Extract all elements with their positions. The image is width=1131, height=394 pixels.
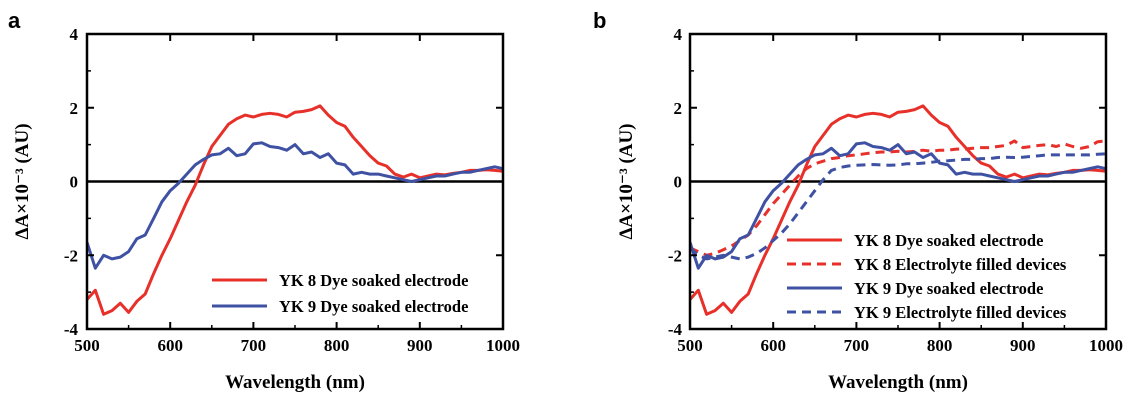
x-tick-label: 800 — [927, 336, 953, 355]
legend: YK 8 Dye soaked electrode YK 9 Dye soaked… — [212, 271, 468, 316]
x-tick-label: 700 — [241, 336, 267, 355]
y-tick-label: 4 — [70, 25, 79, 44]
legend: YK 8 Dye soaked electrode YK 8 Electrolyt… — [787, 231, 1067, 322]
series-group — [87, 104, 503, 316]
y-tick-label: -4 — [64, 320, 79, 339]
series-group — [690, 104, 1106, 316]
x-axis-title: Wavelength (nm) — [828, 372, 968, 393]
series-line-4 — [690, 152, 1106, 261]
x-axis-title: Wavelength (nm) — [225, 372, 365, 393]
y-tick-label: 4 — [674, 25, 683, 44]
legend-entry-2: YK 8 Electrolyte filled devices — [854, 255, 1067, 274]
y-axis-title: ΔA×10⁻³ (AU) — [616, 123, 637, 239]
x-tick-label: 600 — [760, 336, 786, 355]
legend-entry-3: YK 9 Dye soaked electrode — [854, 279, 1043, 298]
legend-entry-1: YK 8 Dye soaked electrode — [854, 231, 1043, 250]
series-line-1 — [87, 104, 503, 316]
panel-label: a — [8, 8, 21, 33]
x-tick-label: 500 — [74, 336, 100, 355]
legend-entry-4: YK 9 Electrolyte filled devices — [854, 303, 1067, 322]
x-tick-label: 500 — [677, 336, 703, 355]
y-axis-title: ΔA×10⁻³ (AU) — [12, 123, 33, 239]
y-tick-label: 0 — [70, 173, 79, 192]
series-line-2 — [690, 139, 1106, 257]
x-tick-label: 800 — [324, 336, 350, 355]
x-tick-label: 1000 — [486, 336, 520, 355]
y-tick-label: 0 — [674, 173, 683, 192]
chart-panel-b: b 500 600 700 800 900 1000 -4 -2 0 2 4 Wavelength (n… — [593, 8, 1123, 393]
x-tick-label: 700 — [844, 336, 870, 355]
y-tick-label: 2 — [674, 99, 683, 118]
legend-entry-1: YK 8 Dye soaked electrode — [279, 271, 468, 290]
series-line-2 — [87, 141, 503, 270]
y-tick-label: 2 — [70, 99, 79, 118]
panel-label: b — [593, 8, 606, 33]
y-tick-label: -4 — [668, 320, 683, 339]
x-tick-label: 900 — [1010, 336, 1036, 355]
x-tick-label: 900 — [407, 336, 433, 355]
chart-panel-a: a 500 600 700 800 900 1000 -4 -2 0 2 4 Wavelength (n… — [8, 8, 520, 393]
x-tick-label: 1000 — [1089, 336, 1123, 355]
x-tick-label: 600 — [157, 336, 183, 355]
series-line-1 — [690, 104, 1106, 316]
series-line-3 — [690, 141, 1106, 270]
legend-entry-2: YK 9 Dye soaked electrode — [279, 297, 468, 316]
y-tick-label: -2 — [668, 246, 682, 265]
y-tick-label: -2 — [64, 246, 78, 265]
